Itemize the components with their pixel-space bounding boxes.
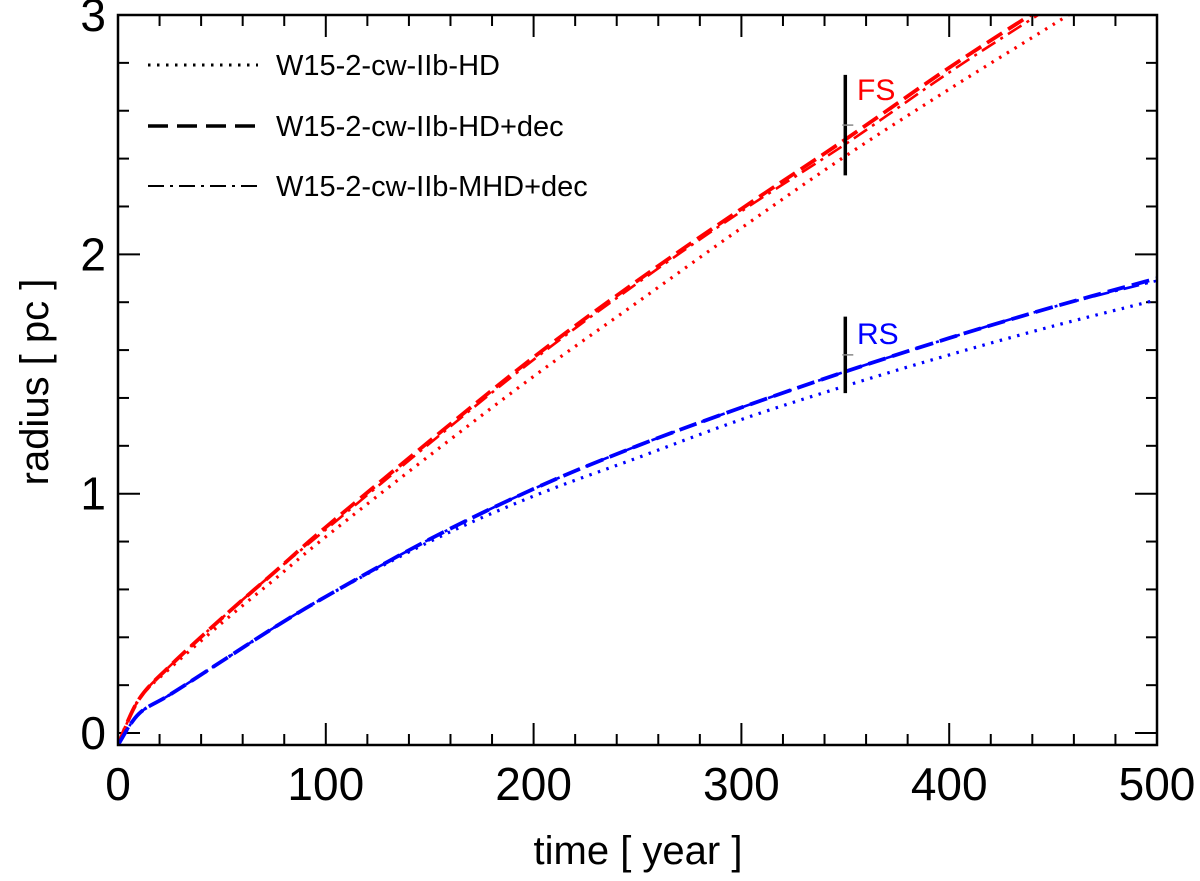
series-line-fs-dotted: [118, 15, 1072, 745]
legend-label-hd-dec: W15-2-cw-IIb-HD+dec: [276, 111, 564, 143]
x-tick-label: 500: [1119, 758, 1196, 810]
series-line-fs-dashdot: [118, 15, 1041, 745]
y-tick-label: 0: [80, 707, 106, 759]
axis-ticks: [117, 14, 1158, 745]
data-series: [118, 15, 1157, 745]
error-bars: [842, 74, 854, 394]
tick-labels: 0 100 200 300 400 500 0 1 2 3: [80, 0, 1195, 810]
legend-label-hd: W15-2-cw-IIb-HD: [276, 50, 500, 82]
x-tick-label: 0: [105, 758, 131, 810]
x-tick-label: 400: [911, 758, 988, 810]
x-tick-label: 200: [495, 758, 572, 810]
y-tick-label: 3: [80, 0, 106, 41]
rs-annotation: RS: [857, 318, 899, 351]
series-line-rs-dotted: [118, 298, 1157, 745]
y-tick-label: 2: [80, 228, 106, 280]
plot-frame: [116, 13, 1159, 747]
y-tick-label: 1: [80, 468, 106, 520]
series-line-fs-dashed: [118, 15, 1034, 745]
legend: W15-2-cw-IIb-HD W15-2-cw-IIb-HD+dec W15-…: [148, 50, 588, 203]
x-axis-title: time [ year ]: [534, 829, 743, 873]
legend-label-mhd-dec: W15-2-cw-IIb-MHD+dec: [276, 171, 588, 203]
x-tick-label: 100: [287, 758, 364, 810]
y-axis-title: radius [ pc ]: [13, 279, 57, 486]
x-tick-label: 300: [703, 758, 780, 810]
series-line-rs-dashdot: [118, 279, 1157, 745]
series-line-rs-dashed: [118, 276, 1157, 745]
fs-annotation: FS: [857, 74, 895, 107]
